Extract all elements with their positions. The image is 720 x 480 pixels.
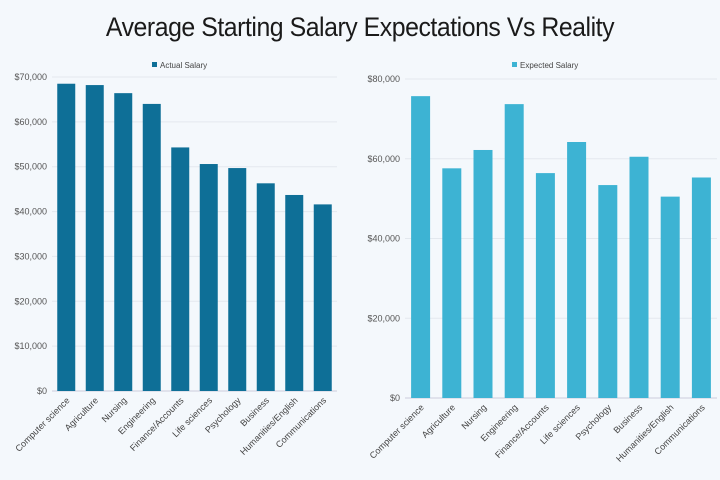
legend-label: Expected Salary xyxy=(520,61,578,70)
x-tick-label: Agriculture xyxy=(420,402,457,439)
chart-title: Average Starting Salary Expectations Vs … xyxy=(105,12,615,42)
bar-humanities-english xyxy=(660,196,680,398)
bar-life-sciences xyxy=(567,142,587,398)
bar-business xyxy=(629,156,649,398)
legend-swatch xyxy=(512,62,517,67)
x-tick-label: Nursing xyxy=(459,402,488,431)
y-tick-label: $20,000 xyxy=(367,313,400,323)
bar-agriculture xyxy=(442,168,462,398)
y-tick-label: $40,000 xyxy=(367,234,400,244)
bar-computer-science xyxy=(57,83,76,391)
bar-life-sciences xyxy=(199,164,218,391)
x-tick-label: Humanities/English xyxy=(614,402,676,464)
y-tick-label: $30,000 xyxy=(14,251,47,261)
bar-communications xyxy=(691,177,711,398)
bar-psychology xyxy=(598,185,618,398)
y-tick-label: $60,000 xyxy=(367,154,400,164)
y-tick-label: $20,000 xyxy=(14,296,47,306)
bar-nursing xyxy=(473,149,493,398)
bar-humanities-english xyxy=(285,194,304,391)
x-tick-label: Communications xyxy=(274,395,329,450)
y-tick-label: $40,000 xyxy=(14,207,47,217)
x-tick-label: Finance/Accounts xyxy=(493,402,551,460)
legend-swatch xyxy=(152,62,157,67)
y-tick-label: $70,000 xyxy=(14,72,47,82)
bar-engineering xyxy=(504,104,524,398)
bar-psychology xyxy=(228,168,247,391)
y-tick-label: $0 xyxy=(390,393,400,403)
y-tick-label: $60,000 xyxy=(14,117,47,127)
bar-nursing xyxy=(114,93,133,392)
bar-engineering xyxy=(142,103,161,392)
bar-business xyxy=(256,183,275,391)
y-tick-label: $10,000 xyxy=(14,341,47,351)
bar-agriculture xyxy=(85,85,104,392)
x-tick-label: Computer science xyxy=(368,402,426,460)
y-tick-label: $0 xyxy=(37,386,47,396)
legend-label: Actual Salary xyxy=(160,61,207,70)
bar-computer-science xyxy=(411,96,431,399)
y-tick-label: $80,000 xyxy=(367,74,400,84)
bar-communications xyxy=(313,204,332,391)
bar-finance-accounts xyxy=(171,147,190,391)
y-tick-label: $50,000 xyxy=(14,162,47,172)
bar-finance-accounts xyxy=(535,173,555,398)
